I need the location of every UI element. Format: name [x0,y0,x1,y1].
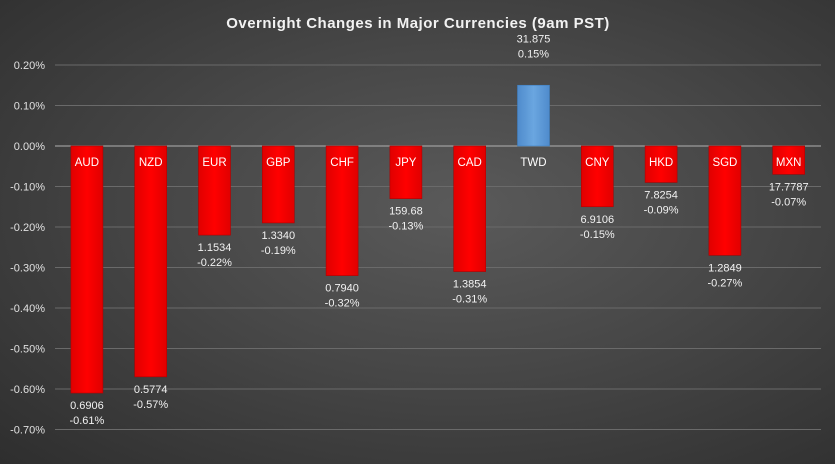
category-label: MXN [776,157,802,169]
category-label: SGD [712,157,737,169]
rate-label: 1.3340 [261,230,295,242]
bar-chf [325,145,359,276]
rate-label: 0.7940 [325,283,359,295]
value-label: -0.09% [644,204,679,216]
bar-sgd [708,145,742,256]
bar-hkd [644,145,678,183]
bar-cny [580,145,614,208]
value-label: -0.32% [325,298,360,310]
bar-nzd [134,145,167,378]
category-label: EUR [202,157,226,169]
rate-label: 6.9106 [580,214,614,226]
rate-label: 0.5774 [134,384,168,396]
y-tick-label: -0.20% [10,222,45,234]
bar-jpy [389,145,423,199]
category-label: CNY [585,157,610,169]
category-label: GBP [266,157,291,169]
bar-mxn [772,145,806,175]
rate-label: 0.6906 [70,400,104,412]
value-label: -0.13% [388,221,423,233]
y-tick-label: -0.30% [10,263,45,275]
value-label: -0.57% [133,399,168,411]
bar-aud [70,145,104,394]
bar-twd [517,84,550,147]
category-label: CHF [330,157,354,169]
rate-label: 31.875 [517,33,551,45]
rate-label: 159.68 [389,206,423,218]
y-tick-label: 0.00% [14,141,45,153]
value-label: -0.61% [69,415,104,427]
category-label: AUD [75,157,99,169]
value-label: 0.15% [518,48,549,60]
value-label: -0.22% [197,257,232,269]
y-tick-label: -0.50% [10,344,45,356]
y-tick-label: -0.70% [10,425,45,437]
y-tick-label: -0.40% [10,303,45,315]
bar-cad [453,145,487,272]
category-label: HKD [649,157,673,169]
bar-gbp [261,145,295,224]
y-tick-label: 0.20% [14,60,45,72]
rate-label: 7.8254 [644,189,678,201]
rate-label: 17.7787 [769,181,809,193]
y-tick-label: -0.60% [10,384,45,396]
category-label: NZD [139,157,163,169]
rate-label: 1.3854 [453,279,487,291]
rate-label: 1.2849 [708,262,742,274]
value-label: -0.27% [707,277,742,289]
bar-eur [198,145,231,236]
value-label: -0.07% [771,196,806,208]
y-tick-label: 0.10% [14,101,45,113]
value-label: -0.31% [452,294,487,306]
category-label: TWD [520,157,546,169]
chart-title: Overnight Changes in Major Currencies (9… [226,15,610,32]
rate-label: 1.1534 [198,242,232,254]
value-label: -0.19% [261,245,296,257]
category-label: CAD [458,157,482,169]
value-label: -0.15% [580,229,615,241]
y-tick-label: -0.10% [10,182,45,194]
category-label: JPY [395,157,416,169]
